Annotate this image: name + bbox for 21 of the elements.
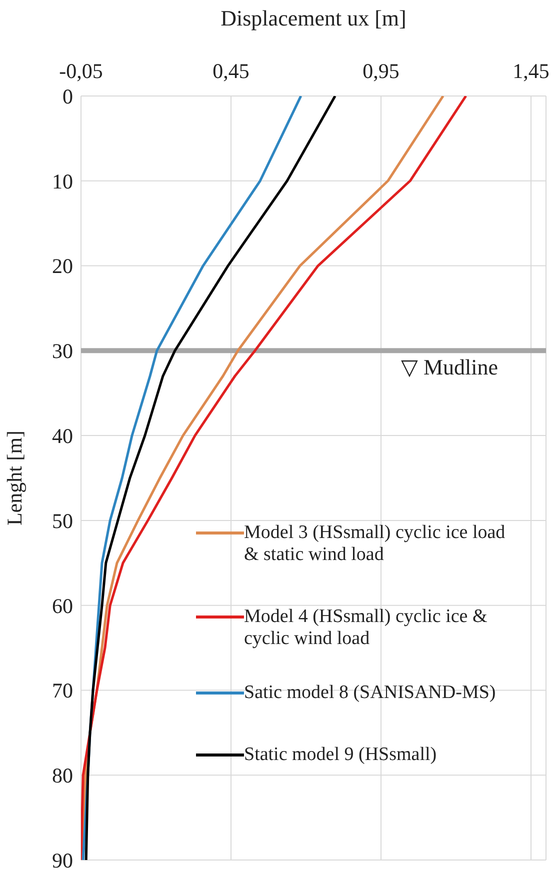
ref-line-label: ▽ Mudline <box>400 354 498 380</box>
legend-label: Model 4 (HSsmall) cyclic ice & cyclic wind load <box>244 606 488 650</box>
legend-label: Model 3 (HSsmall) cyclic ice load & static wind load <box>244 522 506 566</box>
y-tick-label: 30 <box>52 339 73 364</box>
y-tick-label: 70 <box>52 678 73 703</box>
legend-label: Satic model 8 (SANISAND-MS) <box>244 682 497 704</box>
x-tick-label: -0,05 <box>59 59 103 83</box>
y-tick-label: 60 <box>52 594 73 618</box>
y-tick-label: 50 <box>52 508 73 533</box>
x-tick-label: 0,45 <box>212 59 250 83</box>
y-tick-label: 80 <box>52 764 73 788</box>
x-axis-title: Displacement ux [m] <box>220 6 406 31</box>
y-tick-label: 10 <box>52 169 73 194</box>
y-tick-label: 40 <box>52 424 73 448</box>
y-tick-label: 20 <box>52 254 73 278</box>
x-tick-label: 1,45 <box>512 59 550 83</box>
y-tick-label: 0 <box>62 84 73 108</box>
y-tick-label: 90 <box>52 848 73 872</box>
legend-label: Static model 9 (HSsmall) <box>244 744 438 766</box>
y-axis-title: Lenght [m] <box>2 430 26 526</box>
x-tick-label: 0,95 <box>362 59 400 83</box>
